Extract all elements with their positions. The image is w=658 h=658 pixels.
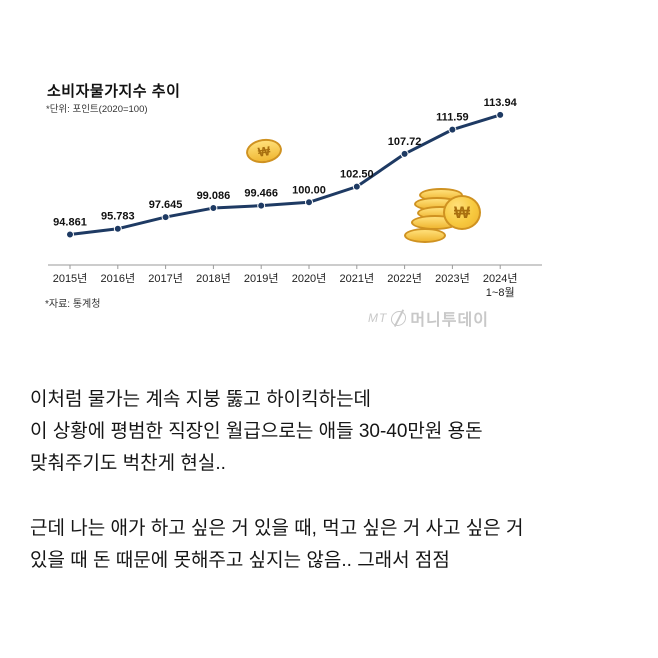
cpi-line-chart: 94.861 95.783 97.645 99.086 99.466 100.00 102.… [48,97,542,299]
svg-text:2022년: 2022년 [387,272,422,285]
text-line: 이처럼 물가는 계속 지붕 뚫고 하이킥하는데 [30,389,372,410]
paragraph: 이처럼 물가는 계속 지붕 뚫고 하이킥하는데 이 상황에 평범한 직장인 월급… [30,384,635,480]
svg-text:2020년: 2020년 [292,272,327,285]
moneytoday-watermark: MT 머니투데이 [368,306,489,330]
watermark-name: 머니투데이 [410,312,489,329]
svg-text:99.086: 99.086 [197,190,231,202]
watermark-prefix: MT [368,311,388,325]
svg-text:100.00: 100.00 [292,184,326,196]
svg-text:2015년: 2015년 [53,272,88,285]
svg-text:1~8월: 1~8월 [486,286,515,299]
text-line: 맞춰주기도 벅찬게 현실.. [30,453,226,474]
chart-source-note: *자료: 통계청 [45,299,101,310]
text-line: 근데 나는 애가 하고 싶은 거 있을 때, 먹고 싶은 거 사고 싶은 거 [30,518,524,539]
svg-text:2016년: 2016년 [101,272,136,285]
svg-text:107.72: 107.72 [388,136,422,148]
svg-text:2018년: 2018년 [196,272,231,285]
text-line: 있을 때 돈 때문에 못해주고 싶지는 않음.. 그래서 점점 [30,550,450,571]
svg-text:99.466: 99.466 [244,188,278,200]
svg-text:94.861: 94.861 [53,217,87,229]
text-line: 이 상황에 평범한 직장인 월급으로는 애들 30-40만원 용돈 [30,421,483,442]
paragraph: 근데 나는 애가 하고 싶은 거 있을 때, 먹고 싶은 거 사고 싶은 거 있… [30,513,635,577]
svg-text:2021년: 2021년 [340,272,375,285]
coin-icon: ₩ [443,195,481,230]
svg-text:97.645: 97.645 [149,199,183,211]
svg-text:102.50: 102.50 [340,169,374,181]
chart-unit-note: *단위: 포인트(2020=100) [46,104,148,115]
svg-text:2023년: 2023년 [435,272,470,285]
chart-title: 소비자물가지수 추이 [47,83,181,100]
svg-text:95.783: 95.783 [101,211,135,223]
won-symbol: ₩ [453,202,471,222]
svg-text:2019년: 2019년 [244,272,279,285]
coin-icon [404,228,446,243]
moneytoday-logo-icon [390,310,408,326]
won-symbol: ₩ [256,142,272,160]
svg-text:2017년: 2017년 [148,272,183,285]
post-body: 이처럼 물가는 계속 지붕 뚫고 하이킥하는데 이 상황에 평범한 직장인 월급… [30,384,635,610]
svg-text:2024년: 2024년 [483,272,518,285]
svg-text:111.59: 111.59 [436,112,468,124]
svg-text:113.94: 113.94 [484,97,518,109]
